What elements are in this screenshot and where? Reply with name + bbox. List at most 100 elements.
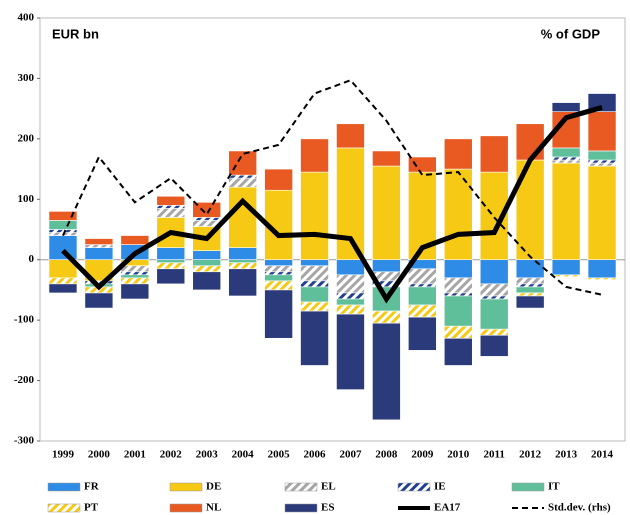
bar-segment <box>228 177 257 188</box>
bar-segment <box>192 202 222 218</box>
bar-segment <box>156 195 186 206</box>
bar-segment <box>300 259 329 267</box>
bar-segment <box>192 271 222 291</box>
bar-segment <box>156 259 186 264</box>
bar-segment <box>515 283 545 288</box>
bar-segment <box>192 265 222 273</box>
bar-segment <box>479 334 509 357</box>
legend-label: FR <box>84 481 100 493</box>
y-tick-label: 200 <box>18 132 35 144</box>
bar-segment <box>264 259 293 267</box>
legend-label: NL <box>206 502 221 514</box>
bar-segment <box>551 259 581 276</box>
legend-swatch <box>284 503 318 513</box>
bar-segment <box>48 277 78 285</box>
legend-swatch <box>47 503 81 513</box>
x-tick-label: 2010 <box>447 449 470 461</box>
bar-segment <box>300 265 329 282</box>
bar-segment <box>300 301 329 312</box>
bar-segment <box>192 217 222 221</box>
x-tick-label: 2006 <box>304 449 327 461</box>
bar-segment <box>443 337 473 366</box>
x-tick-label: 2003 <box>196 449 219 461</box>
bar-segment <box>264 265 293 273</box>
bar-segment <box>120 274 150 279</box>
x-tick-label: 2000 <box>88 449 111 461</box>
bar-segment <box>264 168 293 191</box>
bar-segment <box>192 250 222 261</box>
bar-segment <box>228 262 257 270</box>
bar-segment <box>120 235 150 245</box>
bar-segment <box>336 147 365 261</box>
left-unit-label: EUR bn <box>52 26 99 41</box>
bar-segment <box>48 220 78 230</box>
bar-segment <box>515 259 545 279</box>
x-tick-label: 2009 <box>411 449 434 461</box>
bar-segment <box>228 259 257 264</box>
y-tick-label: -200 <box>14 374 35 386</box>
legend-label: Std.dev. (rhs) <box>548 502 611 514</box>
bar-segment <box>443 138 473 170</box>
x-tick-label: 2005 <box>268 449 291 461</box>
legend-label: EL <box>321 481 336 493</box>
legend-swatch <box>397 482 431 492</box>
bar-segment <box>479 328 509 336</box>
bar-segment <box>192 259 222 267</box>
bar-segment <box>264 280 293 291</box>
bar-segment <box>84 247 114 261</box>
bar-segment <box>408 283 437 288</box>
bar-segment <box>120 277 150 285</box>
legend-label: ES <box>321 502 334 514</box>
bar-segment <box>228 186 257 248</box>
legend-swatch <box>47 482 81 492</box>
bar-segment <box>120 283 150 300</box>
bar-segment <box>443 295 473 327</box>
bar-segment <box>300 280 329 288</box>
bar-segment <box>336 298 365 306</box>
bar-segment <box>228 174 257 179</box>
bar-segment <box>336 123 365 149</box>
bar-segment <box>551 274 581 277</box>
legend-swatch <box>511 482 545 492</box>
y-tick-label: -100 <box>14 314 35 326</box>
bar-segment <box>372 322 401 421</box>
bar-segment <box>443 325 473 339</box>
bar-segment <box>156 262 186 270</box>
bar-segment <box>443 292 473 297</box>
legend-label: PT <box>84 502 99 514</box>
bar-segment <box>372 150 401 167</box>
x-tick-label: 2004 <box>232 449 255 461</box>
bar-segment <box>228 268 257 297</box>
bar-segment <box>551 159 581 164</box>
x-tick-label: 2013 <box>555 449 578 461</box>
y-tick-label: 400 <box>18 12 35 24</box>
bar-segment <box>336 304 365 315</box>
x-tick-label: 1999 <box>52 449 75 461</box>
line-series <box>61 105 603 304</box>
bar-segment <box>408 156 437 173</box>
bar-segment <box>479 295 509 300</box>
bar-segment <box>479 298 509 330</box>
y-tick-label: 0 <box>29 253 35 265</box>
bar-segment <box>336 313 365 390</box>
bar-segment <box>479 171 509 261</box>
bar-segment <box>587 150 617 161</box>
line-series <box>62 79 603 296</box>
bar-segment <box>372 165 401 261</box>
legend-label: EA17 <box>434 502 461 514</box>
bar-segment <box>156 268 186 285</box>
bar-segment <box>156 208 186 218</box>
bar-segment <box>300 138 329 173</box>
bar-segment <box>587 111 617 152</box>
y-tick-label: -300 <box>14 435 35 447</box>
bar-segment <box>551 156 581 161</box>
y-tick-label: 300 <box>18 72 35 84</box>
legend-label: DE <box>206 481 221 493</box>
bar-segment <box>84 244 114 248</box>
bar-segment <box>408 316 437 351</box>
bar-segment <box>48 211 78 221</box>
bar-segment <box>408 286 437 306</box>
bar-segment <box>156 205 186 209</box>
right-unit-label: % of GDP <box>541 26 601 41</box>
